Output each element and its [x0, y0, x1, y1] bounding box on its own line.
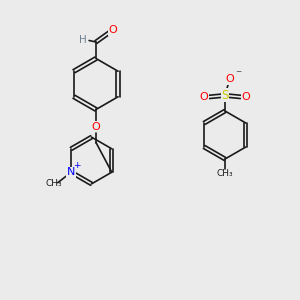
Text: CH₃: CH₃ — [217, 169, 233, 178]
Text: +: + — [73, 161, 80, 170]
Text: O: O — [200, 92, 208, 102]
Text: O: O — [92, 122, 100, 132]
Text: N: N — [67, 167, 75, 177]
Text: O: O — [109, 25, 118, 35]
Text: O: O — [226, 74, 235, 84]
Text: CH₃: CH₃ — [46, 179, 62, 188]
Text: O: O — [242, 92, 250, 102]
Text: H: H — [79, 35, 87, 46]
Text: S: S — [221, 89, 229, 102]
Text: ⁻: ⁻ — [235, 68, 241, 81]
